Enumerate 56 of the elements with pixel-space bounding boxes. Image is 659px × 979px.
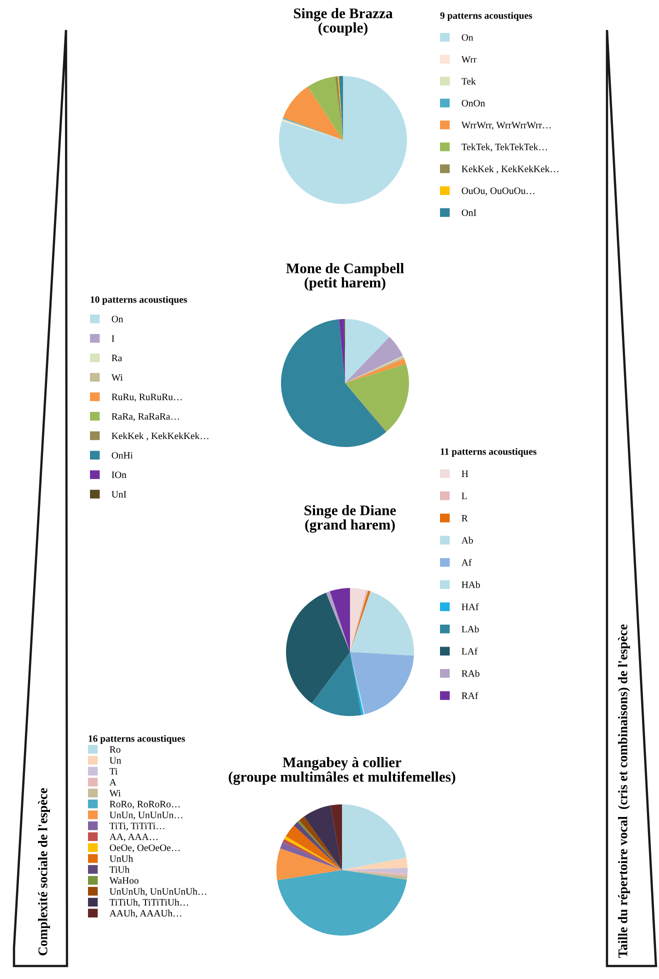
- legend-label: TiTi, TiTiTi…: [110, 822, 164, 831]
- legend-label: AAUh, AAAUh…: [109, 910, 182, 918]
- legend-label: UnUh: [110, 855, 134, 862]
- legend-label: On: [462, 34, 474, 41]
- legend-label: RAf: [462, 692, 478, 699]
- legend-label: Ti: [110, 768, 118, 774]
- legend-label: LAb: [462, 626, 479, 632]
- legend-label: RuRu, RuRuRu…: [112, 394, 182, 402]
- legend-title: 9 patterns acoustiques: [440, 12, 532, 21]
- legend-label: KekKek , KekKekKek…: [462, 165, 558, 174]
- legend-label: WrrWrr, WrrWrrWrr…: [461, 122, 551, 130]
- legend-label: Af: [461, 558, 472, 566]
- text: Complexité sociale de l'espèce: [38, 788, 50, 956]
- legend-label: UnUn, UnUnUn…: [110, 812, 182, 820]
- legend-label: OnHi: [112, 452, 133, 459]
- text: Taille du répertoire vocal (cris et combinaisons) de l'espèce: [618, 624, 630, 958]
- legend-label: Ab: [461, 536, 473, 544]
- legend-label: I: [112, 335, 114, 342]
- legend-label: RoRo, RoRoRo…: [110, 800, 180, 809]
- legend-label: HAf: [462, 603, 479, 610]
- legend-label: R: [462, 514, 468, 522]
- legend-label: RaRa, RaRaRa…: [112, 413, 179, 422]
- legend-label: WaHoo: [109, 877, 138, 884]
- legend-label: TekTek, TekTekTek…: [462, 143, 547, 152]
- legend-label: Wi: [111, 374, 123, 381]
- legend-label: AA, AAA…: [109, 834, 158, 842]
- legend-label: OuOu, OuOuOu…: [462, 188, 534, 196]
- chart-title: Singe de Brazza (couple): [294, 8, 393, 36]
- legend-title: 11 patterns acoustiques: [440, 448, 536, 457]
- legend-label: Wi: [109, 790, 121, 796]
- legend-label: H: [462, 470, 468, 477]
- legend-label: Ra: [112, 354, 122, 362]
- legend-label: Ro: [110, 746, 120, 753]
- legend-label: L: [462, 492, 467, 500]
- legend-label: TiTiUh, TiTiTiUh…: [110, 898, 188, 908]
- legend-label: UnUnUh, UnUnUnUh…: [110, 888, 206, 896]
- legend-title: 16 patterns acoustiques: [88, 735, 185, 744]
- legend-label: OeOe, OeOeOe…: [110, 844, 180, 852]
- legend-label: IOn: [112, 472, 126, 478]
- legend-label: HAb: [462, 581, 480, 588]
- legend-label: OnOn: [462, 100, 486, 106]
- legend-label: KekKek , KekKekKek…: [112, 432, 208, 441]
- legend-title: 10 patterns acoustiques: [90, 296, 187, 305]
- legend-label: UnI: [112, 491, 126, 498]
- chart-title: Mone de Campbell (petit harem): [286, 263, 404, 290]
- legend-label: Tek: [462, 78, 476, 85]
- legend-label: Wrr: [461, 56, 477, 63]
- text: Mangabey à collier (groupe multimâles et multifemelles): [228, 757, 456, 785]
- legend-label: On: [112, 316, 124, 322]
- legend-label: Un: [110, 757, 122, 764]
- legend-label: OnI: [462, 209, 476, 216]
- legend-label: A: [109, 779, 116, 786]
- legend-label: TiUh: [110, 866, 130, 873]
- legend-label: LAf: [462, 648, 478, 655]
- legend-label: RAb: [462, 670, 480, 677]
- text: Singe de Diane (grand harem): [304, 505, 396, 533]
